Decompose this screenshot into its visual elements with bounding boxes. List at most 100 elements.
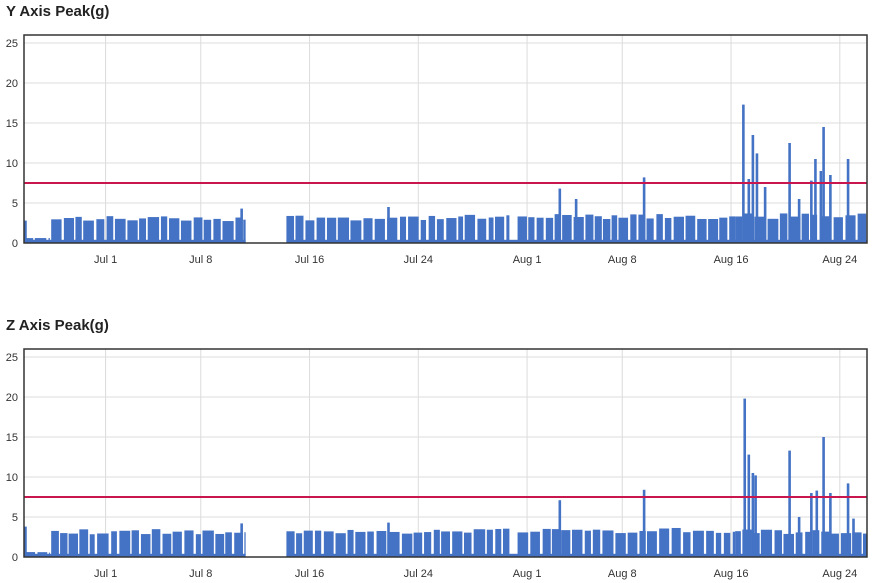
data-block: [767, 218, 779, 243]
data-block: [367, 531, 374, 557]
x-tick-label: Aug 1: [513, 568, 542, 580]
y-tick-label: 25: [6, 38, 18, 50]
data-block: [184, 530, 194, 557]
data-block: [530, 531, 540, 557]
data-block: [323, 531, 334, 557]
data-spike: [755, 153, 759, 243]
data-block: [111, 531, 117, 557]
data-spike: [558, 500, 562, 557]
data-block: [723, 532, 731, 557]
data-block: [646, 218, 654, 243]
data-block: [671, 527, 681, 557]
data-spike: [574, 199, 578, 243]
data-block: [363, 218, 373, 243]
x-tick-label: Aug 1: [513, 254, 542, 266]
data-block: [169, 218, 180, 243]
data-block: [801, 213, 809, 243]
data-block: [789, 216, 801, 243]
data-block: [162, 533, 172, 557]
data-block: [114, 218, 126, 243]
data-spike: [24, 526, 27, 557]
data-block: [51, 530, 59, 557]
data-block: [119, 530, 131, 557]
data-block: [464, 214, 476, 243]
data-block: [845, 215, 856, 243]
data-block: [305, 220, 315, 243]
data-block: [286, 215, 295, 243]
data-block: [335, 533, 346, 557]
y-tick-label: 5: [12, 198, 18, 210]
data-block: [48, 552, 50, 557]
data-spike: [754, 475, 757, 557]
data-spike: [797, 517, 801, 557]
x-tick-label: Jul 16: [295, 568, 324, 580]
data-spike: [829, 493, 832, 557]
data-spike: [822, 127, 825, 243]
data-spike: [810, 493, 813, 557]
data-block: [760, 529, 773, 557]
data-block: [127, 220, 138, 243]
data-block: [833, 217, 843, 243]
data-block: [706, 530, 714, 557]
chart-panel-y: Y Axis Peak(g) 0 5 10 15 20 25 Jul 1 Jul 8 Jul 1…: [0, 0, 874, 290]
data-spike: [846, 483, 850, 557]
data-block: [779, 213, 788, 243]
data-spike: [852, 518, 855, 557]
data-block: [60, 533, 68, 557]
data-block: [862, 533, 867, 557]
data-block: [473, 529, 486, 557]
y-tick-label: 10: [6, 472, 18, 484]
plot-frame: [23, 348, 868, 558]
data-series-blocks: [24, 527, 867, 557]
data-block: [68, 533, 79, 557]
x-tick-label: Aug 16: [714, 568, 749, 580]
y-tick-label: 20: [6, 78, 18, 90]
data-block: [495, 528, 502, 557]
data-block: [821, 531, 830, 557]
data-block: [75, 216, 82, 243]
data-block: [97, 533, 109, 557]
data-block: [347, 529, 354, 557]
data-block: [542, 528, 551, 557]
data-block: [602, 219, 611, 243]
data-block: [151, 529, 161, 557]
data-block: [160, 216, 168, 243]
chart-title: Y Axis Peak(g): [6, 3, 110, 20]
data-block: [732, 531, 736, 557]
data-block: [618, 217, 629, 243]
data-spike: [810, 180, 813, 243]
data-block: [234, 532, 243, 557]
data-block: [295, 215, 304, 243]
data-spike: [642, 177, 646, 243]
data-series-spikes: [24, 104, 850, 243]
x-tick-label: Jul 1: [94, 254, 117, 266]
y-tick-label: 15: [6, 432, 18, 444]
data-block: [673, 216, 684, 243]
data-block: [742, 529, 752, 557]
data-block: [683, 532, 691, 557]
data-block: [477, 218, 487, 243]
data-block: [719, 217, 728, 243]
data-block: [562, 214, 572, 243]
data-block: [131, 530, 139, 557]
data-block: [561, 530, 571, 557]
data-block: [337, 217, 350, 243]
data-spike: [743, 398, 747, 557]
plot-frame: [23, 34, 868, 244]
data-block: [37, 552, 48, 557]
data-block: [592, 529, 601, 557]
data-block: [147, 217, 160, 243]
z-axis-peak-chart: 0 5 10 15 20 25 Jul 1 Jul 8 Jul 16 Jul 24 Aug 1 Aug…: [6, 348, 868, 580]
data-block: [316, 217, 326, 243]
data-block: [495, 216, 505, 243]
y-tick-label: 10: [6, 158, 18, 170]
x-tick-label: Aug 8: [608, 568, 637, 580]
data-block: [545, 217, 554, 243]
data-block: [34, 238, 47, 243]
data-spike: [387, 522, 390, 557]
data-block: [296, 533, 303, 557]
data-block: [819, 216, 832, 243]
x-tick-label: Jul 8: [189, 254, 212, 266]
data-block: [244, 532, 246, 557]
data-spike: [747, 179, 751, 243]
